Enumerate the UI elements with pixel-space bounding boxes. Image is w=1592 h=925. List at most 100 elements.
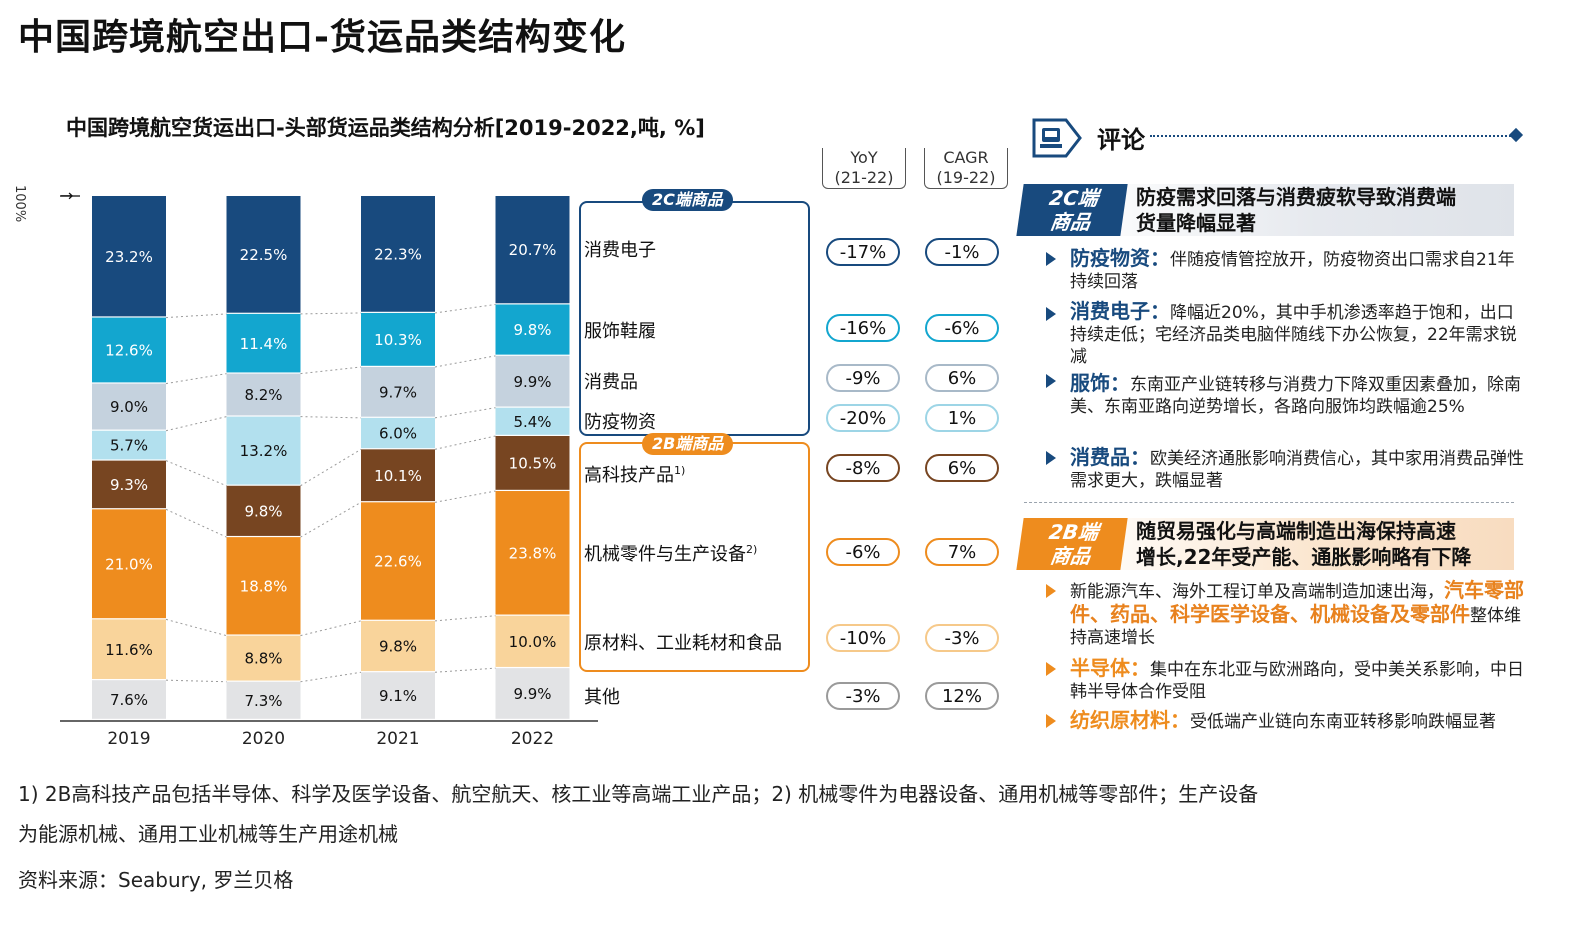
connector-line — [434, 490, 496, 503]
x-tick-label: 2022 — [511, 729, 554, 749]
bar-data-label: 9.8% — [244, 502, 282, 520]
bullet-arrow-icon — [1046, 252, 1056, 266]
bar-data-label: 20.7% — [509, 241, 557, 259]
connector-line — [300, 448, 362, 487]
bar-data-label: 10.0% — [509, 633, 557, 651]
section-2c-headline-line1: 防疫需求回落与消费疲软导致消费端 — [1136, 185, 1456, 209]
badge-2b: 2B端 商品 — [1016, 518, 1128, 570]
connector-line — [165, 373, 227, 385]
bar-segment — [226, 635, 301, 681]
c2-bullet-key: 消费品： — [1070, 445, 1150, 469]
cat-label-ppe: 防疫物资 — [584, 412, 656, 433]
cat-label-others: 其他 — [584, 687, 620, 708]
comment-title: 评论 — [1097, 126, 1145, 154]
bar-segment — [226, 681, 301, 719]
y-axis-arrow-icon: → — [60, 186, 74, 205]
page-title: 中国跨境航空出口-货运品类结构变化 — [18, 17, 626, 58]
section-2c-headline: 防疫需求回落与消费疲软导致消费端 货量降幅显著 — [1136, 184, 1456, 236]
tag-2b: 2B端商品 — [642, 433, 734, 455]
bar-segment — [226, 313, 301, 373]
bar-data-label: 6.0% — [379, 425, 417, 443]
connector-lines — [165, 303, 496, 683]
bar-segment — [92, 619, 166, 679]
bar-segment — [361, 502, 435, 620]
c2-bullet-consumer: 消费品：欧美经济通胀影响消费信心，其中家用消费品弹性需求更大，跌幅显著 — [1070, 446, 1530, 492]
badge-2c-line1: 2C端 — [1047, 186, 1100, 210]
connector-line — [434, 303, 496, 314]
bar-data-label: 9.9% — [513, 373, 551, 391]
x-tick-label: 2020 — [242, 729, 285, 749]
bar-data-label: 9.7% — [379, 383, 417, 401]
chart-title: 中国跨境航空货运出口-头部货运品类结构分析[2019-2022,吨, %] — [66, 116, 705, 140]
bar-data-label: 9.0% — [110, 398, 148, 416]
bar-data-label: 18.8% — [240, 577, 288, 595]
cat-label-hightech: 高科技产品1) — [584, 464, 686, 486]
badge-2b-line2: 商品 — [1048, 544, 1092, 568]
c2-bullet-text: 欧美经济通胀影响消费信心，其中家用消费品弹性需求更大，跌幅显著 — [1070, 449, 1524, 491]
cagr-header: CAGR (19-22) — [924, 148, 1008, 189]
yoy-header-line2: (21-22) — [834, 168, 894, 187]
bar-data-label: 5.4% — [513, 413, 551, 431]
section-divider — [1024, 502, 1514, 503]
bar-segment — [361, 366, 435, 417]
bar-data-label: 10.1% — [374, 467, 422, 485]
bar-data-label: 9.9% — [513, 685, 551, 703]
connector-line — [165, 618, 227, 637]
connector-line — [434, 615, 496, 622]
cagr-pill: 1% — [925, 404, 999, 432]
connector-line — [434, 355, 496, 368]
cat-label-consumer-goods: 消费品 — [584, 372, 638, 393]
badge-2b-line1: 2B端 — [1047, 520, 1100, 544]
bar-data-label: 13.2% — [240, 442, 288, 460]
b2-bullet-textile: 纺织原材料：受低端产业链向东南亚转移影响跌幅显著 — [1070, 709, 1530, 733]
bar-data-label: 7.3% — [244, 692, 282, 710]
cagr-header-line1: CAGR — [943, 148, 989, 167]
bullet-arrow-icon — [1046, 307, 1056, 321]
yoy-pill: -20% — [826, 404, 900, 432]
bar-data-label: 11.4% — [240, 335, 288, 353]
bar-segment — [495, 355, 570, 407]
c2-bullet-electronics: 消费电子：降幅近20%，其中手机渗透率趋于饱和，出口持续走低；宅经济品类电脑伴随… — [1070, 300, 1530, 368]
bar-data-label: 22.6% — [374, 553, 422, 571]
b2-bullet-key: 半导体： — [1070, 656, 1150, 680]
bar-data-label: 10.3% — [374, 331, 422, 349]
connector-line — [300, 366, 362, 375]
c2-bullet-text: 降幅近20%，其中手机渗透率趋于饱和，出口持续走低；宅经济品类电脑伴随线下办公恢… — [1070, 303, 1517, 367]
badge-2c: 2C端 商品 — [1016, 184, 1128, 236]
cagr-pill: 6% — [925, 454, 999, 482]
connector-line — [165, 679, 227, 683]
bar-data-label: 12.6% — [105, 342, 153, 360]
b2-bullet-semiconductor: 半导体：集中在东北亚与欧洲路向，受中美关系影响，中日韩半导体合作受阻 — [1070, 657, 1530, 703]
bar-segment — [495, 304, 570, 355]
comment-title-rule — [1150, 135, 1515, 137]
bar-segment — [92, 430, 166, 460]
bar-data-label: 23.2% — [105, 248, 153, 266]
bar-data-label: 9.1% — [379, 687, 417, 705]
bar-segment — [495, 196, 570, 304]
bar-data-label: 9.8% — [379, 638, 417, 656]
connector-line — [300, 416, 362, 419]
cagr-pill: -6% — [925, 314, 999, 342]
bar-segment — [92, 680, 166, 719]
bar-segment — [92, 317, 166, 383]
bar-segment — [361, 312, 435, 366]
comment-icon — [1030, 116, 1084, 160]
section-2b-headline-line2: 增长,22年受产能、通胀影响略有下降 — [1136, 545, 1472, 569]
bar-data-label: 8.2% — [244, 386, 282, 404]
yoy-pill: -10% — [826, 624, 900, 652]
bar-segment — [495, 615, 570, 667]
cat-label-machinery: 机械零件与生产设备2) — [584, 543, 758, 565]
bullet-arrow-icon — [1046, 714, 1056, 728]
bar-data-label: 9.8% — [513, 321, 551, 339]
bar-data-label: 5.7% — [110, 437, 148, 455]
cat-label-consumer-electronics: 消费电子 — [584, 240, 656, 261]
b2-bullet-manufacturing: 新能源汽车、海外工程订单及高端制造加速出海，汽车零部件、药品、科学医学设备、机械… — [1070, 579, 1530, 649]
stacked-bar-chart: 7.6% 11.6% 21.0% 9.3% 5.7% 9.0% 12.6% 23.2% 7.3%… — [60, 195, 598, 749]
bullet-arrow-icon — [1046, 374, 1056, 388]
bar-segment — [92, 383, 166, 430]
section-2c-header: 2C端 商品 防疫需求回落与消费疲软导致消费端 货量降幅显著 — [1016, 184, 1514, 236]
bar-data-label: 22.3% — [374, 245, 422, 263]
bar-segment — [226, 485, 301, 536]
c2-bullet-key: 消费电子： — [1070, 299, 1170, 323]
connector-line — [300, 671, 362, 683]
